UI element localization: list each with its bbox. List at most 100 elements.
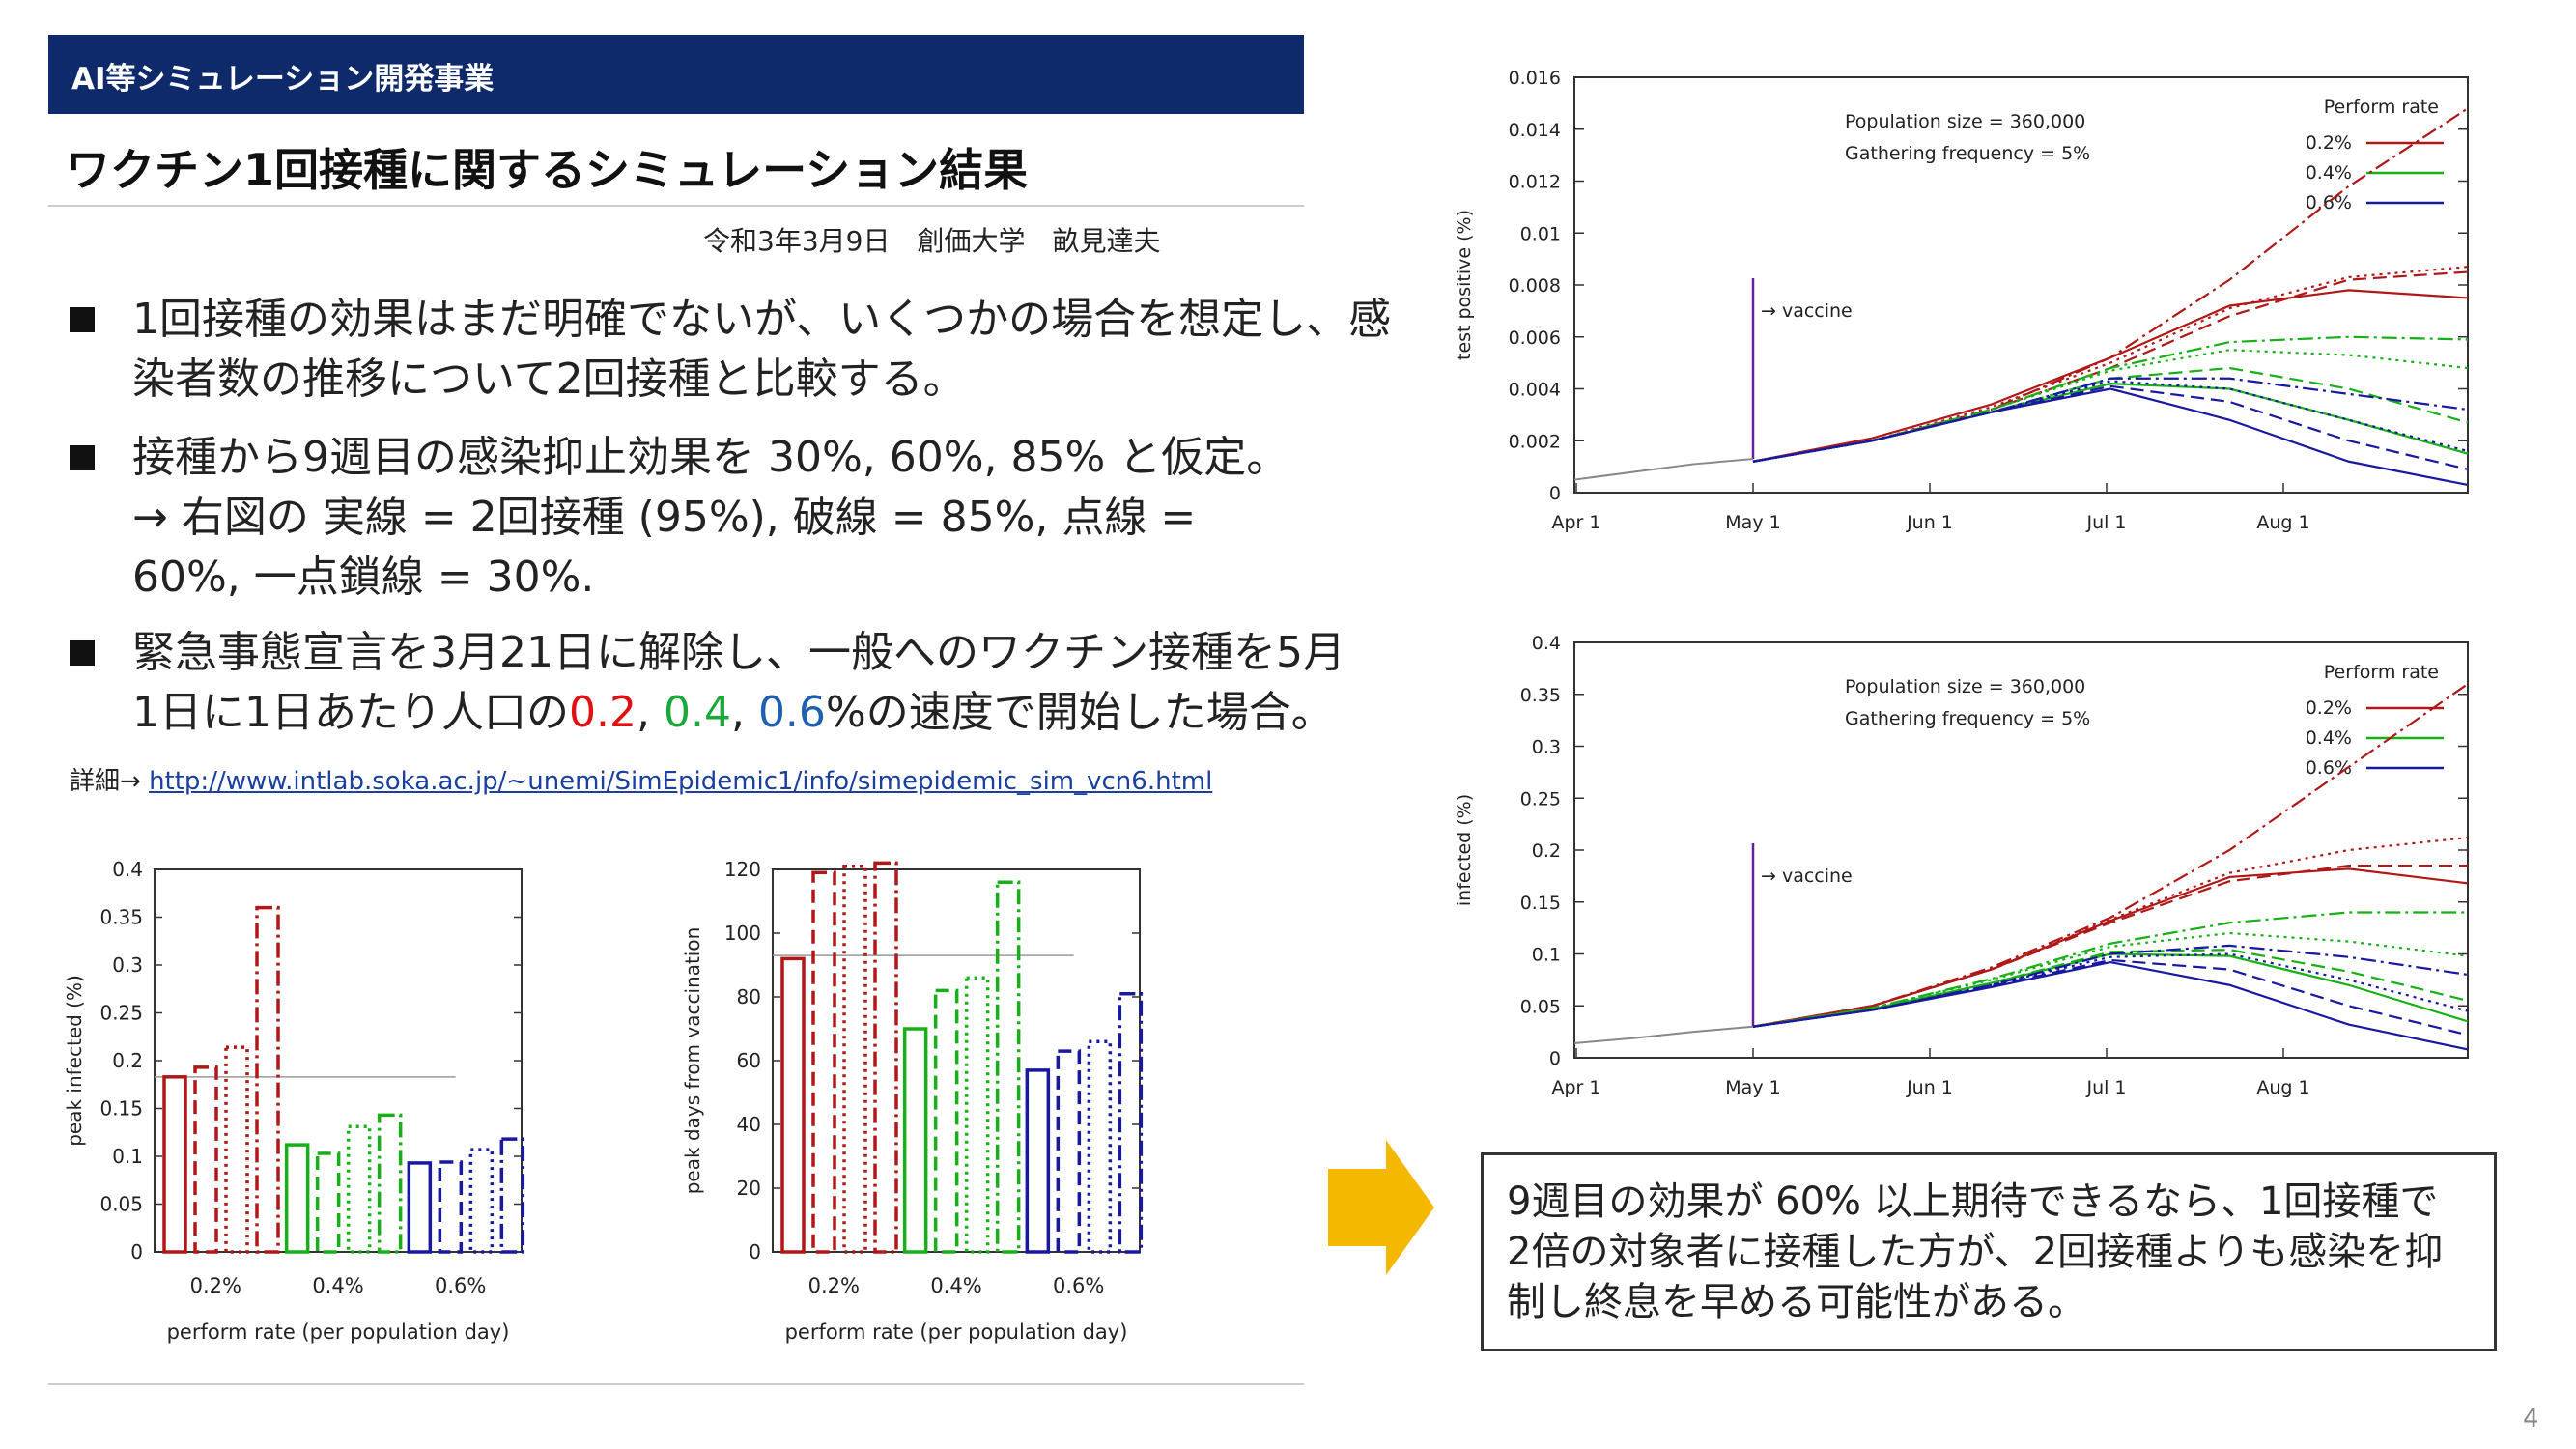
right-arrow-icon	[1328, 1140, 1434, 1275]
bullet-square-icon	[70, 445, 95, 470]
bar-0.6%-solid	[1025, 1068, 1051, 1254]
bullet-2-line-1: 接種から9週目の感染抑止効果を 30%, 60%, 85% と仮定。	[132, 433, 1289, 482]
rate-green: 0.4	[663, 688, 731, 737]
y-tick-label: 80	[737, 985, 761, 1009]
header-label: AI等シミュレーション開発事業	[71, 62, 495, 97]
x-tick-label: Jul 1	[2085, 512, 2126, 533]
info-gathering: Gathering frequency = 5%	[1845, 143, 2090, 164]
y-tick-label: 0	[1549, 1048, 1561, 1069]
sep-1: ,	[636, 688, 664, 737]
bar-0.4%-dashed	[933, 988, 959, 1254]
bar-0.6%-dashed	[438, 1160, 464, 1254]
y-tick-label: 60	[737, 1049, 761, 1072]
y-tick-label: 0	[749, 1240, 761, 1264]
vaccine-annotation: → vaccine	[1761, 866, 1853, 887]
series-0.2%-dashed	[1752, 865, 2468, 1028]
y-tick-label: 0.1	[1532, 945, 1561, 966]
header-bar: AI等シミュレーション開発事業	[48, 35, 1304, 114]
y-tick-label: 0.008	[1509, 275, 1561, 297]
series-0.2%-solid	[1752, 289, 2469, 463]
byline: 令和3年3月9日 創価大学 畝見達夫	[703, 225, 1161, 257]
title-divider	[48, 205, 1304, 207]
series-0.6%-dotted	[1752, 952, 2469, 1028]
x-tick-label: 0.2%	[190, 1274, 241, 1297]
bar-0.4%-dotted	[346, 1124, 372, 1254]
y-tick-label: 0.05	[1520, 996, 1561, 1017]
x-tick-label: Aug 1	[2256, 1077, 2309, 1098]
x-tick-label: Apr 1	[1552, 512, 1601, 533]
detail-link[interactable]: http://www.intlab.soka.ac.jp/~unemi/SimE…	[149, 767, 1213, 796]
y-axis-label: peak days from vaccination	[681, 927, 704, 1195]
x-tick-label: 0.4%	[930, 1274, 981, 1297]
bar-0.4%-dashdot	[995, 880, 1021, 1254]
x-tick-label: 0.4%	[312, 1274, 363, 1297]
bar-0.2%-dashdot	[255, 905, 280, 1254]
x-tick-label: Apr 1	[1552, 1077, 1601, 1098]
x-axis-label: perform rate (per population day)	[167, 1321, 510, 1344]
page-number: 4	[2523, 1405, 2539, 1434]
bottom-divider	[48, 1383, 1304, 1385]
y-tick-label: 0.15	[1520, 893, 1561, 914]
series-0.2%-dashed	[1752, 270, 2469, 463]
bullet-1-line-2: 染者数の推移について2回接種と比較する。	[132, 355, 966, 404]
y-tick-label: 0.35	[1520, 685, 1561, 706]
detail-label: 詳細→	[70, 767, 150, 796]
legend-label-0.6%: 0.6%	[2306, 192, 2352, 213]
series-0.6%-dashdot	[1752, 377, 2469, 463]
y-tick-label: 0	[1549, 483, 1561, 504]
conclusion-box: 9週目の効果が 60% 以上期待できるなら、1回接種で 2倍の対象者に接種した方…	[1481, 1152, 2497, 1351]
x-tick-label: 0.6%	[1053, 1274, 1104, 1297]
x-axis-label: perform rate (per population day)	[785, 1321, 1128, 1344]
y-tick-label: 0.014	[1509, 120, 1561, 141]
bar-0.6%-dotted	[1087, 1039, 1113, 1254]
bullet-2-line-2: → 右図の 実線 = 2回接種 (95%), 破線 = 85%, 点線 =	[132, 493, 1197, 542]
bar-0.2%-dashdot	[873, 861, 898, 1254]
chart-test-positive: 0 0.002 0.004 0.006 0.008 0.01 0.012 0.014 0.016…	[1454, 68, 2469, 533]
rate-blue: 0.6	[757, 688, 826, 737]
bar-0.2%-solid	[780, 956, 806, 1254]
bullet-3-line-2: 1日に1日あたり人口の0.2, 0.4, 0.6%の速度で開始した場合。	[132, 683, 1475, 743]
bullet-1-line-1: 1回接種の効果はまだ明確でないが、いくつかの場合を想定し、感	[132, 295, 1392, 344]
bullet-3-pre: 1日に1日あたり人口の	[132, 688, 569, 737]
y-tick-label: 20	[737, 1177, 761, 1200]
legend-label-0.2%: 0.2%	[2306, 697, 2352, 719]
chart-peak-days: 0 20 40 60 80 100 120 0.2% 0.4% 0.6% perform rate …	[681, 858, 1144, 1344]
y-tick-label: 0.01	[1520, 223, 1561, 244]
y-tick-label: 0.4	[112, 858, 143, 881]
x-tick-label: May 1	[1725, 1077, 1780, 1098]
series-0.6%-solid	[1752, 387, 2469, 487]
bar-0.6%-dashdot	[499, 1137, 525, 1254]
rate-red: 0.2	[569, 688, 637, 737]
y-tick-label: 0.1	[112, 1145, 143, 1168]
legend-title: Perform rate	[2324, 662, 2439, 683]
series-0.4%-dashdot	[1752, 911, 2468, 1028]
y-tick-label: 40	[737, 1113, 761, 1136]
vaccine-annotation: → vaccine	[1761, 300, 1853, 322]
y-tick-label: 0.006	[1509, 327, 1561, 349]
x-tick-label: Jun 1	[1906, 512, 1953, 533]
bar-0.4%-dashdot	[377, 1113, 403, 1254]
info-population: Population size = 360,000	[1845, 111, 2085, 132]
y-tick-label: 0.2	[112, 1049, 143, 1072]
bullet-3-post: %の速度で開始した場合。	[825, 688, 1334, 737]
x-tick-label: Jul 1	[2085, 1077, 2126, 1098]
y-tick-label: 0.05	[99, 1193, 143, 1216]
bar-0.2%-solid	[162, 1075, 187, 1254]
bar-0.6%-solid	[407, 1161, 433, 1254]
bullet-3-line-1: 緊急事態宣言を3月21日に解除し、一般へのワクチン接種を5月	[132, 628, 1345, 677]
slide-title: ワクチン1回接種に関するシミュレーション結果	[66, 144, 1029, 196]
y-axis-label: peak infected (%)	[63, 975, 86, 1147]
y-tick-label: 0.25	[99, 1002, 143, 1025]
y-tick-label: 0.3	[1532, 737, 1561, 758]
legend-label-0.6%: 0.6%	[2306, 757, 2352, 779]
y-axis-label: infected (%)	[1454, 794, 1475, 906]
bar-0.4%-solid	[902, 1027, 928, 1254]
x-tick-label: Aug 1	[2256, 512, 2309, 533]
y-tick-label: 0.25	[1520, 788, 1561, 810]
conclusion-line-1: 9週目の効果が 60% 以上期待できるなら、1回接種で	[1507, 1179, 2439, 1224]
x-tick-label: 0.2%	[808, 1274, 860, 1297]
bar-0.6%-dashed	[1056, 1049, 1082, 1254]
y-tick-label: 120	[724, 858, 761, 881]
bar-0.2%-dotted	[842, 864, 867, 1254]
y-tick-label: 0.3	[112, 953, 143, 977]
